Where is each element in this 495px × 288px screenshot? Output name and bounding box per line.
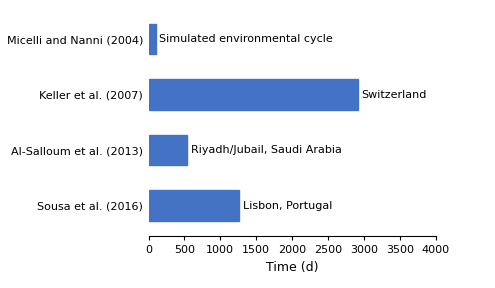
Text: Lisbon, Portugal: Lisbon, Portugal — [243, 201, 332, 211]
Text: Simulated environmental cycle: Simulated environmental cycle — [159, 34, 333, 44]
Bar — [148, 79, 358, 110]
Text: Riyadh/Jubail, Saudi Arabia: Riyadh/Jubail, Saudi Arabia — [191, 145, 342, 155]
Bar — [148, 190, 239, 221]
Bar — [148, 24, 155, 54]
X-axis label: Time (d): Time (d) — [266, 261, 318, 274]
Bar — [148, 135, 187, 165]
Text: Switzerland: Switzerland — [362, 90, 427, 100]
